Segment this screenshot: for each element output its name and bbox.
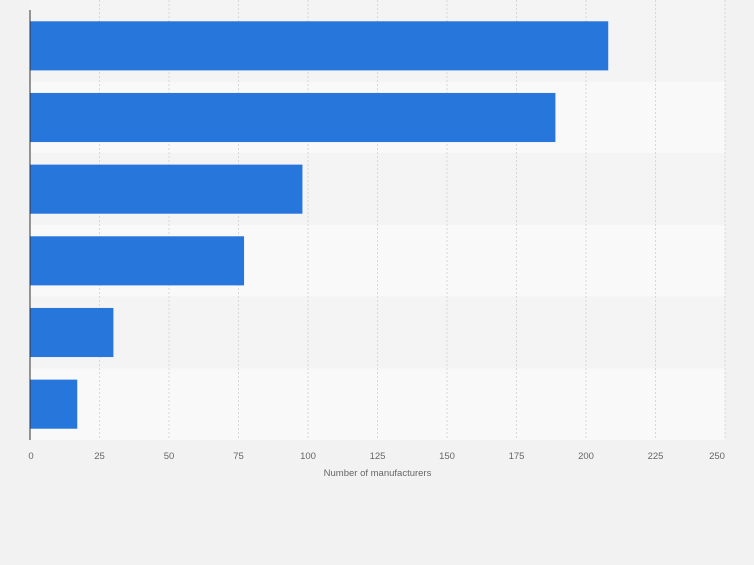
x-tick-label: 50 <box>164 451 175 462</box>
x-tick-label: 250 <box>709 451 725 462</box>
x-tick-label: 175 <box>509 451 525 462</box>
x-tick-label: 150 <box>439 451 455 462</box>
x-tick-label: 225 <box>648 451 664 462</box>
bar <box>30 164 303 214</box>
x-tick-label: 25 <box>94 451 105 462</box>
bars <box>30 21 609 429</box>
bar <box>30 379 78 429</box>
x-tick-label: 100 <box>300 451 316 462</box>
x-axis-title: Number of manufacturers <box>324 468 432 479</box>
bar <box>30 21 609 71</box>
bar <box>30 307 114 358</box>
bar <box>30 92 556 143</box>
x-tick-label: 125 <box>370 451 386 462</box>
x-tick-label: 200 <box>578 451 594 462</box>
gridlines <box>99 0 726 440</box>
x-tick-label: 0 <box>28 451 33 462</box>
bar <box>30 236 245 286</box>
x-axis-ticks: 0 25 50 75 100 125 150 175 200 225 250 <box>28 451 725 462</box>
x-tick-label: 75 <box>233 451 244 462</box>
